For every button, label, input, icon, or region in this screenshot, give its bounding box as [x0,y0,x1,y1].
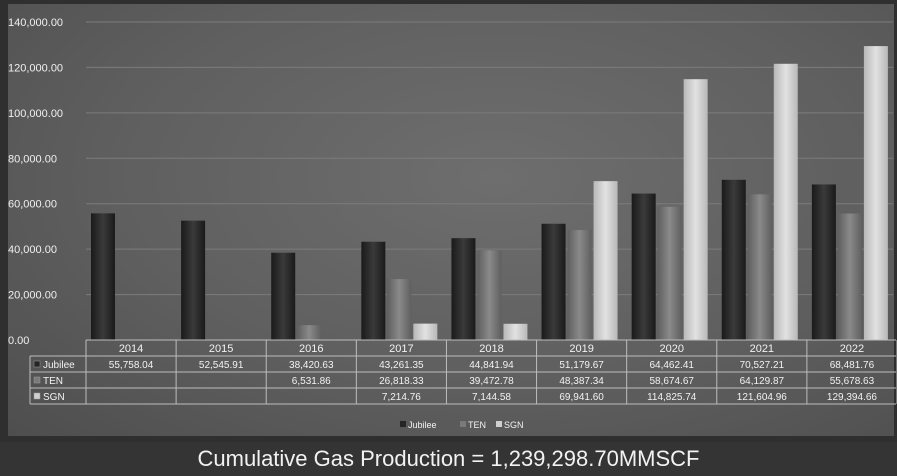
x-tick-label: 2022 [840,343,864,355]
y-tick-label: 20,000.00 [8,290,57,302]
bar-jubilee-2015 [181,220,206,340]
bar-sgn-2018 [503,323,528,340]
data-label: 6,531.86 [292,376,331,387]
bar-ten-2016 [297,325,322,340]
bar-sgn-2022 [863,46,888,341]
x-tick-label: 2020 [659,343,683,355]
data-label: 70,527.21 [740,360,785,371]
data-label: 26,818.33 [379,376,424,387]
bar-jubilee-2014 [91,213,115,340]
x-tick-label: 2017 [389,343,413,355]
bar-ten-2021 [747,194,772,340]
bar-ten-2022 [837,213,862,340]
data-label: 48,387.34 [559,376,604,387]
table-series-label: Jubilee [43,360,75,371]
data-label: 7,214.76 [382,392,421,403]
y-tick-label: 40,000.00 [8,244,57,256]
x-tick-label: 2018 [479,343,503,355]
y-tick-label: 80,000.00 [8,153,57,165]
legend-key-ten [33,376,41,384]
bar-ten-2018 [477,250,502,340]
bar-jubilee-2022 [811,184,836,340]
bar-sgn-2019 [593,181,618,340]
data-label: 69,941.60 [559,392,604,403]
data-label: 52,545.91 [199,360,244,371]
gas-production-chart: 0.00 20,000.00 40,000.00 60,000.00 80,000.00… [8,17,897,430]
y-tick-label: 120,000.00 [8,62,63,74]
bar-jubilee-2021 [721,179,746,340]
data-label: 129,394.66 [827,392,877,403]
x-tick-label: 2016 [299,343,323,355]
legend-label-ten: TEN [468,420,486,430]
legend-key-jubilee [33,360,41,368]
y-tick-label: 100,000.00 [8,108,63,120]
y-tick-label: 0.00 [8,335,29,347]
y-tick-label: 60,000.00 [8,199,57,211]
data-label: 44,841.94 [469,360,514,371]
data-label: 38,420.63 [289,360,334,371]
legend-swatch-sgn [496,421,502,427]
bar-jubilee-2017 [361,241,386,340]
data-label: 39,472.78 [469,376,514,387]
data-label: 43,261.35 [379,360,424,371]
data-label: 51,179.67 [559,360,604,371]
x-tick-label: 2014 [119,343,143,355]
legend-label-sgn: SGN [504,420,524,430]
cumulative-production-caption: Cumulative Gas Production = 1,239,298.70… [0,442,897,476]
bar-sgn-2021 [773,63,798,340]
x-tick-label: 2015 [209,343,233,355]
data-label: 55,758.04 [109,360,154,371]
x-tick-label: 2019 [569,343,593,355]
bar-ten-2020 [657,206,682,340]
data-label: 64,462.41 [649,360,694,371]
legend-key-sgn [33,392,41,400]
data-label: 121,604.96 [737,392,787,403]
table-series-label: SGN [43,392,65,403]
data-label: 7,144.58 [472,392,511,403]
bar-jubilee-2020 [631,193,656,340]
legend-swatch-jubilee [400,421,406,427]
bar-ten-2017 [387,279,412,340]
data-label: 114,825.74 [647,392,697,403]
bar-jubilee-2019 [541,223,566,340]
bar-jubilee-2018 [451,238,476,340]
x-tick-label: 2021 [750,343,774,355]
legend-swatch-ten [460,421,466,427]
bar-sgn-2017 [413,323,438,340]
table-series-label: TEN [43,376,63,387]
y-tick-label: 140,000.00 [8,17,63,29]
bar-jubilee-2016 [271,252,296,340]
bar-sgn-2020 [683,79,708,341]
chart-area [8,4,894,436]
bar-ten-2019 [567,230,592,340]
data-label: 58,674.67 [649,376,694,387]
legend-label-jubilee: Jubilee [408,420,437,430]
data-label: 68,481.76 [830,360,875,371]
data-label: 55,678.63 [830,376,875,387]
data-label: 64,129.87 [740,376,785,387]
